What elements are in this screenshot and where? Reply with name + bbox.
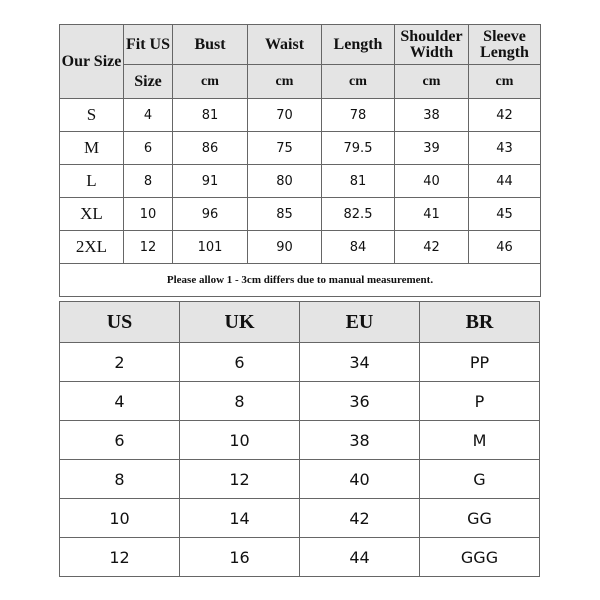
cell-br: GGG	[419, 537, 540, 577]
cell-waist: 85	[247, 197, 322, 231]
header-sleeve-length: Sleeve Length	[468, 24, 541, 65]
cell-us: 12	[59, 537, 180, 577]
table-row: 4 8 36 P	[59, 381, 540, 421]
table-row: 12 16 44 GGG	[59, 537, 540, 577]
header-uk: UK	[179, 301, 300, 343]
header-our-size: Our Size	[59, 24, 124, 99]
cell-shoulder: 42	[394, 230, 469, 264]
cell-length: 84	[321, 230, 395, 264]
size-conversion-table: US UK EU BR 2 6 34 PP 4 8 36 P 6 10 38 M 8 12 40 G 10 14 4…	[59, 301, 540, 577]
cell-br: M	[419, 420, 540, 460]
cell-br: PP	[419, 342, 540, 382]
cell-shoulder: 38	[394, 98, 469, 132]
cell-bust: 91	[172, 164, 248, 198]
cell-us: 8	[123, 164, 173, 198]
table-row: L 8 91 80 81 40 44	[59, 164, 541, 198]
cell-length: 81	[321, 164, 395, 198]
cell-us: 6	[123, 131, 173, 165]
cell-sleeve: 43	[468, 131, 541, 165]
table-row: 2 6 34 PP	[59, 342, 540, 382]
cell-uk: 12	[179, 459, 300, 499]
unit-sleeve: cm	[468, 64, 541, 99]
cell-eu: 34	[299, 342, 420, 382]
cell-us: 4	[123, 98, 173, 132]
cell-br: P	[419, 381, 540, 421]
cell-size: S	[59, 98, 124, 132]
unit-length: cm	[321, 64, 395, 99]
cell-us: 12	[123, 230, 173, 264]
cell-uk: 6	[179, 342, 300, 382]
header-waist: Waist	[247, 24, 322, 65]
cell-waist: 80	[247, 164, 322, 198]
cell-sleeve: 45	[468, 197, 541, 231]
cell-eu: 36	[299, 381, 420, 421]
cell-shoulder: 41	[394, 197, 469, 231]
table-row: 2XL 12 101 90 84 42 46	[59, 230, 541, 264]
cell-br: G	[419, 459, 540, 499]
cell-eu: 42	[299, 498, 420, 538]
cell-shoulder: 39	[394, 131, 469, 165]
cell-sleeve: 44	[468, 164, 541, 198]
header-us: US	[59, 301, 180, 343]
cell-eu: 38	[299, 420, 420, 460]
cell-waist: 90	[247, 230, 322, 264]
table-row: 10 14 42 GG	[59, 498, 540, 538]
unit-bust: cm	[172, 64, 248, 99]
cell-us: 2	[59, 342, 180, 382]
cell-size: L	[59, 164, 124, 198]
header-fit-us-size: Size	[123, 64, 173, 99]
cell-sleeve: 42	[468, 98, 541, 132]
measurement-table: Our Size Fit US Bust Waist Length Should…	[59, 24, 541, 297]
cell-uk: 10	[179, 420, 300, 460]
table-row: M 6 86 75 79.5 39 43	[59, 131, 541, 165]
table-row: S 4 81 70 78 38 42	[59, 98, 541, 132]
cell-us: 10	[123, 197, 173, 231]
cell-uk: 16	[179, 537, 300, 577]
cell-eu: 44	[299, 537, 420, 577]
cell-us: 4	[59, 381, 180, 421]
header-length: Length	[321, 24, 395, 65]
table-row: XL 10 96 85 82.5 41 45	[59, 197, 541, 231]
cell-shoulder: 40	[394, 164, 469, 198]
cell-waist: 70	[247, 98, 322, 132]
cell-sleeve: 46	[468, 230, 541, 264]
cell-length: 82.5	[321, 197, 395, 231]
cell-bust: 101	[172, 230, 248, 264]
cell-eu: 40	[299, 459, 420, 499]
cell-us: 8	[59, 459, 180, 499]
cell-bust: 86	[172, 131, 248, 165]
cell-bust: 81	[172, 98, 248, 132]
table-row: 8 12 40 G	[59, 459, 540, 499]
measurement-note: Please allow 1 - 3cm differs due to manu…	[59, 263, 541, 297]
cell-length: 79.5	[321, 131, 395, 165]
unit-shoulder: cm	[394, 64, 469, 99]
cell-size: XL	[59, 197, 124, 231]
table-row: 6 10 38 M	[59, 420, 540, 460]
header-fit-us: Fit US	[123, 24, 173, 65]
header-shoulder-width: Shoulder Width	[394, 24, 469, 65]
header-bust: Bust	[172, 24, 248, 65]
unit-waist: cm	[247, 64, 322, 99]
header-br: BR	[419, 301, 540, 343]
cell-waist: 75	[247, 131, 322, 165]
cell-uk: 14	[179, 498, 300, 538]
header-eu: EU	[299, 301, 420, 343]
cell-br: GG	[419, 498, 540, 538]
cell-size: M	[59, 131, 124, 165]
cell-bust: 96	[172, 197, 248, 231]
cell-size: 2XL	[59, 230, 124, 264]
cell-us: 6	[59, 420, 180, 460]
cell-us: 10	[59, 498, 180, 538]
cell-length: 78	[321, 98, 395, 132]
cell-uk: 8	[179, 381, 300, 421]
